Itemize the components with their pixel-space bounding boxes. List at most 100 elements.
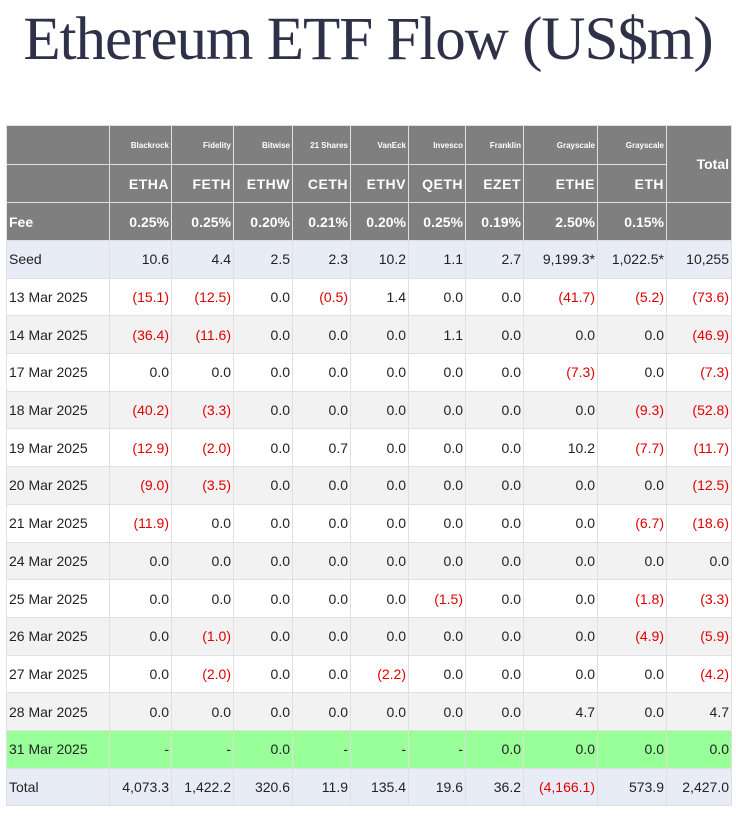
flow-cell: (6.7) [597,503,667,543]
flow-cell: 1.1 [408,240,466,279]
row-label: 18 Mar 2025 [6,390,110,430]
flow-cell: 9,199.3* [523,240,598,279]
flow-cell: (3.3) [171,390,234,430]
flow-cell: (2.0) [171,428,234,468]
row-label: 31 Mar 2025 [6,729,110,769]
flow-cell: 0.0 [465,353,524,392]
table-row: 13 Mar 2025 (15.1) (12.5) 0.0 (0.5) 1.4 0.0 0.0… [6,277,732,317]
flow-cell: 0.0 [597,692,667,731]
flow-cell: 0.0 [597,353,667,392]
row-total-cell: (52.8) [666,390,732,430]
flow-cell: 0.0 [523,315,598,355]
row-label: 27 Mar 2025 [6,654,110,694]
row-total-cell: (5.9) [666,616,732,656]
flow-cell: 0.0 [523,579,598,618]
flow-cell: 0.0 [350,315,409,355]
fee-header-row: Fee 0.25% 0.25% 0.20% 0.21% 0.20% 0.25% 0.19% 2… [6,202,732,241]
row-total-cell: 0.0 [666,729,732,769]
flow-cell: 0.0 [465,503,524,543]
flow-cell: 0.0 [233,503,293,543]
row-total-cell: (11.7) [666,428,732,468]
ticker-header: ETHA [109,164,172,203]
flow-cell: 0.0 [292,579,351,618]
flow-cell: 0.7 [292,428,351,468]
flow-cell: 0.0 [597,729,667,769]
row-total-cell: (18.6) [666,503,732,543]
flow-cell: (36.4) [109,315,172,355]
row-label: 21 Mar 2025 [6,503,110,543]
flow-cell: 0.0 [171,692,234,731]
flow-cell: 0.0 [233,428,293,468]
fee-cell: 0.20% [350,202,409,241]
table-row: 14 Mar 2025 (36.4) (11.6) 0.0 0.0 0.0 1.1 0.0 0.… [6,315,732,355]
flow-cell: 0.0 [109,353,172,392]
issuer-header: Grayscale [523,125,598,165]
flow-cell: 0.0 [350,616,409,656]
row-total-cell: 2,427.0 [666,767,732,807]
flow-cell: 2.5 [233,240,293,279]
ticker-header-row: ETHA FETH ETHW CETH ETHV QETH EZET ETHE ETH [6,164,732,203]
page-title: Ethereum ETF Flow (US$m) [23,6,713,73]
fee-cell: 0.20% [233,202,293,241]
flow-cell: 0.0 [465,277,524,317]
header-corner-cell [6,125,110,165]
row-total-cell: 10,255 [666,240,732,279]
flow-cell: (2.2) [350,654,409,694]
flow-cell: 0.0 [523,466,598,505]
flow-cell: 573.9 [597,767,667,807]
row-total-cell: (3.3) [666,579,732,618]
table-row: 24 Mar 2025 0.0 0.0 0.0 0.0 0.0 0.0 0.0 0.0 0.0 0.… [6,541,732,581]
flow-cell: 0.0 [408,277,466,317]
flow-cell: 1.1 [408,315,466,355]
flow-cell: - [109,729,172,769]
flow-cell: 0.0 [292,541,351,581]
flow-cell: 0.0 [292,503,351,543]
flow-cell: 10.2 [523,428,598,468]
flow-cell: 0.0 [233,390,293,430]
flow-cell: 0.0 [109,654,172,694]
flow-cell: (12.9) [109,428,172,468]
flow-cell: 0.0 [408,692,466,731]
row-total-cell: (4.2) [666,654,732,694]
flow-cell: 0.0 [408,654,466,694]
row-total-cell: (46.9) [666,315,732,355]
fee-cell: 2.50% [523,202,598,241]
flow-cell: 0.0 [292,616,351,656]
flow-cell: 0.0 [292,466,351,505]
etf-flow-table: Blackrock Fidelity Bitwise 21 Shares VanEck I… [6,125,732,807]
flow-cell: (0.5) [292,277,351,317]
row-label: 26 Mar 2025 [6,616,110,656]
flow-cell: 10.2 [350,240,409,279]
ticker-header: ETH [597,164,667,203]
flow-cell: (9.3) [597,390,667,430]
table-row: 19 Mar 2025 (12.9) (2.0) 0.0 0.7 0.0 0.0 0.0 10.… [6,428,732,468]
flow-cell: 0.0 [408,503,466,543]
flow-cell: 0.0 [523,654,598,694]
fee-cell: 0.25% [109,202,172,241]
row-label: 25 Mar 2025 [6,579,110,618]
flow-cell: 0.0 [465,616,524,656]
fee-cell: 0.15% [597,202,667,241]
ticker-header: ETHV [350,164,409,203]
flow-cell: 4.4 [171,240,234,279]
table-row: 25 Mar 2025 0.0 0.0 0.0 0.0 0.0 (1.5) 0.0 0.0 (1.… [6,579,732,618]
flow-cell: 0.0 [233,654,293,694]
issuer-header: Invesco [408,125,466,165]
flow-cell: 0.0 [233,692,293,731]
flow-cell: 0.0 [350,390,409,430]
row-label: 13 Mar 2025 [6,277,110,317]
row-total-cell: 0.0 [666,541,732,581]
flow-cell: (1.5) [408,579,466,618]
flow-cell: 0.0 [408,616,466,656]
ticker-header: ETHE [523,164,598,203]
flow-cell: 36.2 [465,767,524,807]
flow-cell: 0.0 [350,541,409,581]
flow-cell: 0.0 [523,541,598,581]
row-label: Seed [6,240,110,279]
total-header: Total [666,125,732,203]
flow-cell: 0.0 [597,541,667,581]
flow-cell: 0.0 [350,692,409,731]
flow-cell: (11.6) [171,315,234,355]
flow-cell: (4,166.1) [523,767,598,807]
flow-cell: 19.6 [408,767,466,807]
